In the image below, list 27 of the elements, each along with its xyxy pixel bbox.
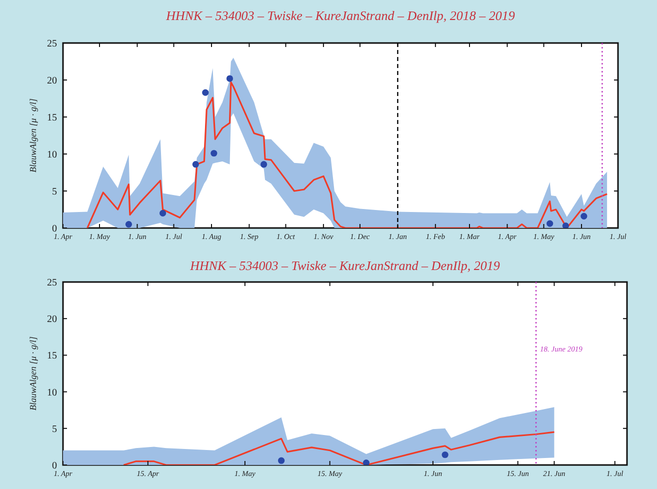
y-tick-label: 15: [47, 350, 57, 362]
point: [125, 221, 132, 228]
y-tick-label: 5: [52, 424, 57, 435]
chart-title: HHNK – 534003 – Twiske – KureJanStrand – DenIlp, 2018 – 2019: [165, 8, 516, 23]
line-series: [122, 431, 556, 465]
chart-title: HHNK – 534003 – Twiske – KureJanStrand – DenIlp, 2019: [189, 258, 500, 273]
y-tick-label: 10: [47, 387, 57, 398]
y-tick-label: 10: [47, 150, 57, 160]
point: [562, 222, 569, 228]
y-tick-label: 25: [47, 38, 57, 50]
y-tick-label: 0: [52, 224, 57, 234]
point: [546, 220, 554, 227]
y-tick-label: 15: [47, 112, 57, 124]
point: [226, 75, 234, 82]
y-tick-label: 25: [47, 278, 57, 288]
point: [160, 210, 166, 216]
point: [210, 150, 218, 157]
point: [202, 89, 209, 96]
y-tick-label: 20: [47, 314, 57, 326]
point: [260, 161, 268, 168]
y-tick-label: 0: [52, 460, 57, 472]
y-tick-label: 5: [52, 186, 57, 198]
y-axis-title: BlauwAlgen [μ · g/l]: [28, 98, 38, 173]
y-axis-title: BlauwAlgen [μ · g/l]: [28, 336, 38, 411]
point: [192, 161, 199, 168]
point: [580, 212, 588, 220]
y-tick-label: 20: [47, 76, 57, 86]
